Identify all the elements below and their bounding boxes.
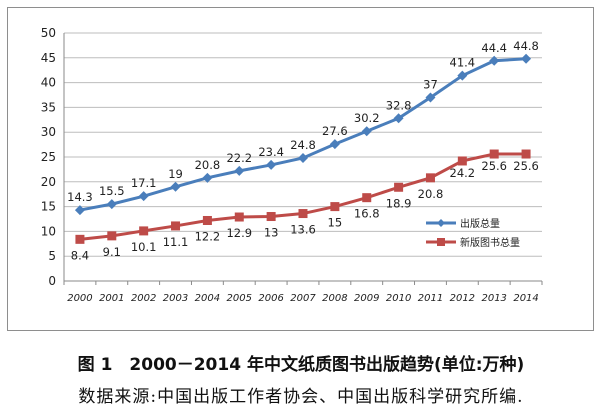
- data-label: 9.1: [103, 245, 121, 259]
- data-point: [330, 202, 340, 212]
- data-label: 25.6: [481, 159, 507, 173]
- legend-marker: [437, 219, 445, 227]
- x-tick-label: 2004: [195, 293, 220, 304]
- line-chart: 0 5 10 15 20 25 30 35 40 45 50 2000 2001 2002 2003 2004…: [41, 26, 543, 304]
- data-point: [298, 152, 308, 163]
- figure-caption: 图 1 2000－2014 年中文纸质图书出版趋势(单位:万种): [77, 355, 525, 375]
- data-point: [489, 149, 499, 159]
- data-point: [521, 53, 532, 64]
- legend-label: 出版总量: [460, 217, 500, 230]
- y-tick-label: 20: [41, 175, 56, 189]
- data-label: 14.3: [67, 190, 93, 204]
- data-label: 37: [423, 77, 438, 91]
- data-point: [139, 226, 149, 236]
- data-point: [202, 215, 212, 225]
- data-point: [138, 191, 149, 202]
- y-tick-label: 10: [41, 224, 56, 238]
- data-point: [393, 113, 404, 124]
- data-label: 22.2: [226, 151, 252, 165]
- x-tick-label: 2011: [418, 293, 443, 304]
- data-point: [266, 159, 277, 170]
- data-point: [457, 70, 468, 81]
- y-tick-label: 40: [41, 76, 56, 90]
- data-source-note: 数据来源:中国出版工作者协会、中国出版科学研究所编.: [78, 387, 524, 407]
- x-tick-label: 2008: [322, 293, 347, 304]
- data-point: [394, 182, 404, 192]
- data-label: 32.8: [386, 98, 412, 112]
- x-tick-label: 2006: [258, 293, 283, 304]
- data-label: 30.2: [354, 111, 380, 125]
- x-tick-label: 2001: [99, 293, 124, 304]
- data-label: 23.4: [258, 145, 284, 159]
- y-tick-label: 50: [41, 26, 56, 40]
- data-label: 16.8: [354, 207, 380, 221]
- data-label: 13: [264, 226, 279, 240]
- data-label: 25.6: [513, 159, 539, 173]
- y-tick-label: 5: [48, 249, 56, 263]
- data-point: [106, 199, 117, 210]
- data-label: 24.8: [290, 138, 316, 152]
- data-label: 18.9: [386, 196, 412, 210]
- data-point: [361, 126, 372, 137]
- x-tick-label: 2007: [290, 293, 316, 304]
- data-label: 11.1: [163, 235, 189, 249]
- data-point: [521, 149, 531, 159]
- data-label: 41.4: [450, 56, 476, 70]
- x-tick-label: 2009: [354, 293, 379, 304]
- data-point: [75, 234, 85, 244]
- data-label: 15: [328, 216, 343, 230]
- y-tick-label: 0: [48, 274, 56, 288]
- data-label: 44.8: [513, 39, 539, 53]
- legend-marker: [437, 238, 445, 246]
- x-tick-label: 2014: [513, 293, 538, 304]
- data-label: 27.6: [322, 124, 348, 138]
- x-tick-label: 2010: [386, 293, 411, 304]
- data-point: [298, 209, 308, 219]
- data-point: [170, 181, 181, 192]
- data-point: [329, 139, 340, 150]
- x-tick-label: 2012: [450, 293, 475, 304]
- data-label: 20.8: [418, 187, 444, 201]
- x-tick-label: 2000: [67, 293, 92, 304]
- y-tick-label: 30: [41, 125, 56, 139]
- data-point: [489, 55, 500, 66]
- data-label: 10.1: [131, 240, 157, 254]
- data-point: [266, 212, 276, 222]
- data-label: 12.2: [195, 229, 221, 243]
- x-tick-label: 2013: [481, 293, 506, 304]
- data-point: [362, 193, 372, 203]
- data-label: 8.4: [71, 248, 89, 262]
- x-tick-label: 2003: [163, 293, 188, 304]
- data-point: [74, 205, 85, 216]
- y-tick-label: 35: [41, 100, 56, 114]
- data-point: [425, 92, 436, 103]
- data-label: 13.6: [290, 223, 316, 237]
- y-tick-label: 15: [41, 200, 56, 214]
- data-label: 15.5: [99, 184, 125, 198]
- data-point: [202, 172, 213, 183]
- data-label: 24.2: [450, 166, 476, 180]
- x-tick-label: 2002: [131, 293, 156, 304]
- data-point: [457, 156, 467, 166]
- data-label: 12.9: [226, 226, 252, 240]
- y-tick-label: 25: [41, 150, 56, 164]
- y-tick-label: 45: [41, 51, 56, 65]
- data-point: [234, 165, 245, 176]
- data-point: [171, 221, 181, 231]
- data-label: 20.8: [195, 158, 221, 172]
- data-point: [107, 231, 117, 241]
- data-label: 17.1: [131, 176, 157, 190]
- legend-label: 新版图书总量: [460, 236, 520, 249]
- data-point: [425, 173, 435, 183]
- data-point: [234, 212, 244, 222]
- data-label: 19: [168, 167, 183, 181]
- x-tick-label: 2005: [227, 293, 252, 304]
- data-label: 44.4: [481, 41, 507, 55]
